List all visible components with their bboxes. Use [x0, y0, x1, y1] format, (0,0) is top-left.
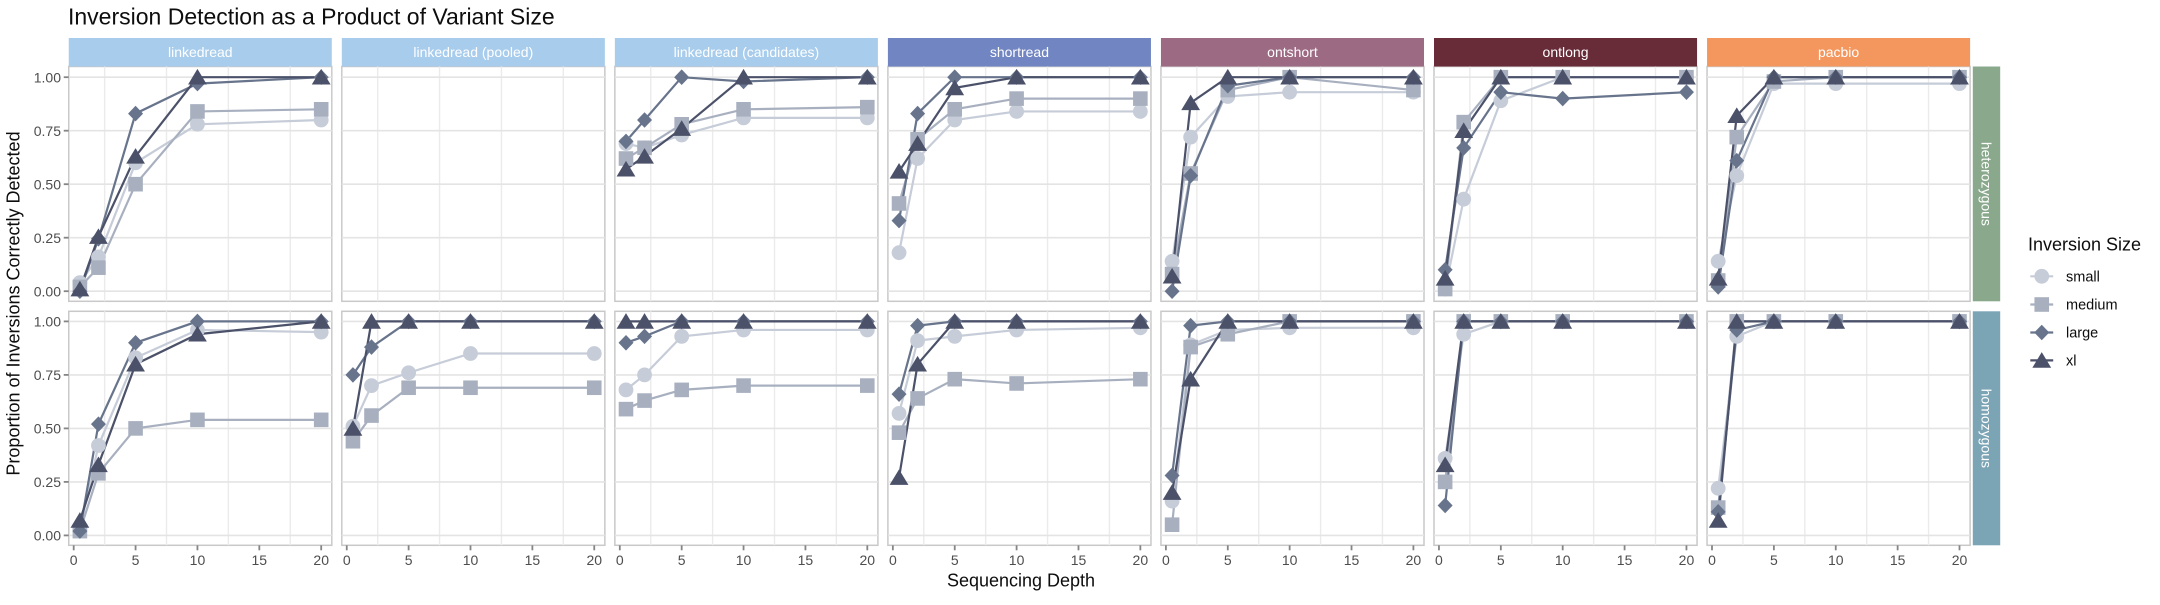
svg-text:ontlong: ontlong: [1543, 44, 1589, 60]
svg-text:20: 20: [1679, 552, 1695, 568]
svg-text:0.25: 0.25: [34, 474, 61, 490]
svg-text:0.75: 0.75: [34, 123, 61, 139]
svg-text:pacbio: pacbio: [1818, 44, 1859, 60]
svg-text:5: 5: [951, 552, 959, 568]
svg-text:shortread: shortread: [990, 44, 1049, 60]
svg-text:heterozygous: heterozygous: [1979, 142, 1995, 226]
svg-text:xl: xl: [2066, 354, 2076, 370]
svg-text:0: 0: [1708, 552, 1716, 568]
svg-text:5: 5: [678, 552, 686, 568]
svg-text:0: 0: [70, 552, 78, 568]
svg-text:linkedread (pooled): linkedread (pooled): [413, 44, 533, 60]
svg-text:Inversion Size: Inversion Size: [2028, 235, 2141, 255]
svg-text:1.00: 1.00: [34, 69, 61, 85]
svg-text:ontshort: ontshort: [1267, 44, 1318, 60]
svg-text:5: 5: [132, 552, 140, 568]
svg-text:linkedread (candidates): linkedread (candidates): [674, 44, 820, 60]
svg-text:10: 10: [1828, 552, 1844, 568]
svg-text:10: 10: [1009, 552, 1025, 568]
svg-text:5: 5: [1497, 552, 1505, 568]
svg-text:0: 0: [343, 552, 351, 568]
svg-text:0: 0: [616, 552, 624, 568]
svg-text:0.00: 0.00: [34, 283, 61, 299]
svg-text:10: 10: [463, 552, 479, 568]
svg-text:10: 10: [190, 552, 206, 568]
svg-text:10: 10: [1282, 552, 1298, 568]
svg-text:linkedread: linkedread: [168, 44, 233, 60]
svg-text:0.25: 0.25: [34, 230, 61, 246]
svg-text:Proportion of Inversions Corre: Proportion of Inversions Correctly Detec…: [4, 131, 24, 475]
svg-text:0.50: 0.50: [34, 176, 61, 192]
svg-text:5: 5: [405, 552, 413, 568]
svg-text:20: 20: [586, 552, 602, 568]
svg-text:20: 20: [313, 552, 329, 568]
svg-text:10: 10: [1555, 552, 1571, 568]
svg-text:15: 15: [1344, 552, 1360, 568]
svg-text:medium: medium: [2066, 298, 2118, 314]
svg-text:20: 20: [860, 552, 876, 568]
svg-text:15: 15: [252, 552, 268, 568]
svg-text:Sequencing Depth: Sequencing Depth: [947, 571, 1095, 591]
svg-text:small: small: [2066, 270, 2100, 286]
svg-text:5: 5: [1224, 552, 1232, 568]
svg-text:10: 10: [736, 552, 752, 568]
svg-text:Inversion Detection as a Produ: Inversion Detection as a Product of Vari…: [68, 4, 555, 30]
svg-text:15: 15: [1071, 552, 1087, 568]
svg-text:15: 15: [1617, 552, 1633, 568]
svg-text:large: large: [2066, 326, 2098, 342]
svg-text:5: 5: [1770, 552, 1778, 568]
svg-text:20: 20: [1952, 552, 1968, 568]
svg-text:0.00: 0.00: [34, 528, 61, 544]
svg-text:0.75: 0.75: [34, 367, 61, 383]
svg-text:0: 0: [1162, 552, 1170, 568]
svg-text:15: 15: [798, 552, 814, 568]
svg-text:1.00: 1.00: [34, 314, 61, 330]
svg-text:homozygous: homozygous: [1979, 389, 1995, 468]
svg-text:15: 15: [525, 552, 541, 568]
svg-text:0: 0: [1435, 552, 1443, 568]
svg-text:0.50: 0.50: [34, 421, 61, 437]
svg-text:15: 15: [1890, 552, 1906, 568]
svg-text:20: 20: [1133, 552, 1149, 568]
svg-text:20: 20: [1406, 552, 1422, 568]
svg-text:0: 0: [889, 552, 897, 568]
